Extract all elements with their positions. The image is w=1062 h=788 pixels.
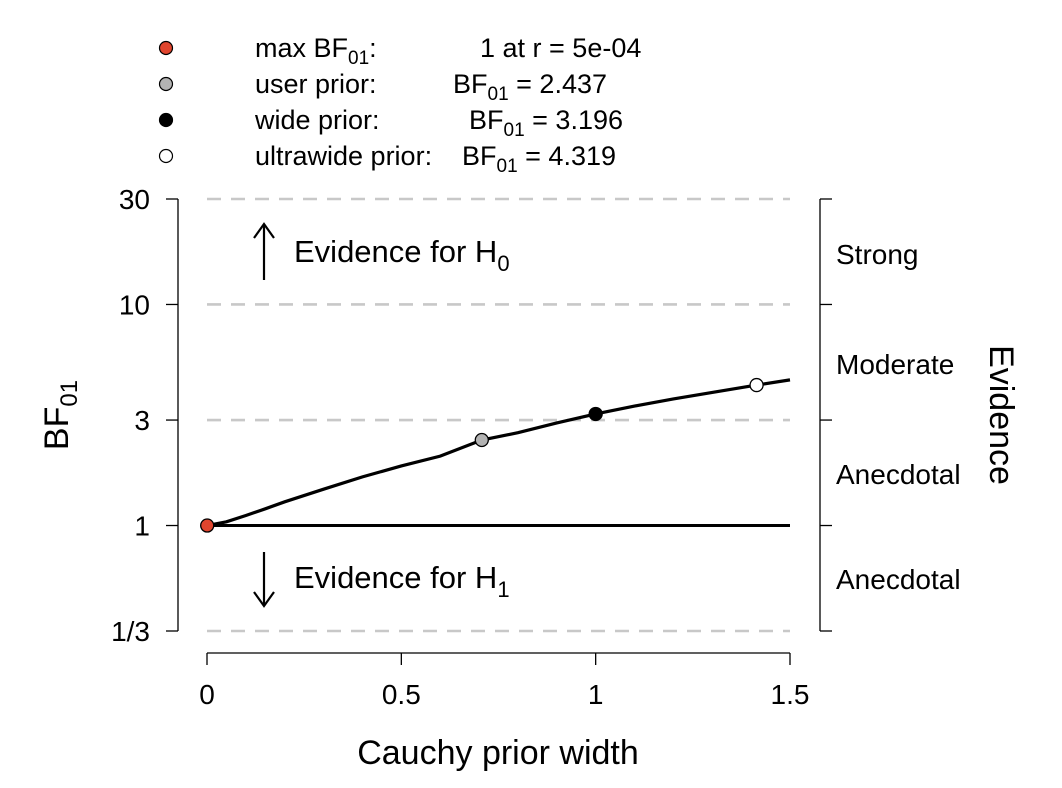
legend-label-max: max BF01:: [255, 33, 377, 69]
legend-value-user: BF01 = 2.437: [453, 69, 607, 105]
annotation-h0: Evidence for H0: [253, 222, 510, 280]
legend-label-ultrawide: ultrawide prior:: [255, 141, 432, 171]
x-tick-label-3: 1.5: [771, 679, 810, 710]
legend-value-wide: BF01 = 3.196: [469, 105, 623, 141]
legend-row-user: user prior: BF01 = 2.437: [158, 69, 607, 105]
up-arrow-icon: [253, 222, 275, 239]
legend-row-wide: wide prior: BF01 = 3.196: [158, 105, 623, 141]
evidence-h1-label: Evidence for H1: [294, 560, 510, 602]
series-line-0: [206, 378, 791, 528]
gridlines: [207, 197, 790, 633]
legend-marker-wide: [158, 112, 174, 128]
x-tick-label-2: 1: [588, 679, 604, 710]
evidence-label-anecdotal-h1: Anecdotal: [836, 564, 961, 595]
y-tick-label-2: 3: [134, 405, 150, 436]
y-tick-label-3: 10: [119, 289, 150, 320]
evidence-label-anecdotal-h0: Anecdotal: [836, 459, 961, 490]
data-point-3: [749, 377, 764, 393]
legend-marker-max: [158, 40, 174, 56]
legend-row-ultrawide: ultrawide prior: BF01 = 4.319: [158, 141, 616, 177]
y-tick-label-1: 1: [134, 511, 150, 542]
legend-marker-user: [158, 76, 174, 92]
annotation-h1: Evidence for H1: [253, 552, 510, 608]
x-tick-label-1: 0.5: [382, 679, 421, 710]
points: [200, 377, 764, 533]
legend-label-max-sub: 01: [348, 48, 369, 69]
y-axis: 1/3 1 3 10 30: [111, 184, 179, 647]
y-tick-label-0: 1/3: [111, 616, 150, 647]
evidence-h0-label: Evidence for H0: [294, 234, 510, 276]
series: [206, 378, 791, 528]
data-point-0: [200, 518, 215, 533]
legend-label-wide: wide prior:: [254, 105, 380, 135]
evidence-axis: [819, 198, 832, 632]
down-arrow-icon: [253, 591, 275, 608]
legend-row-max: max BF01: 1 at r = 5e-04: [158, 33, 641, 69]
evidence-label-moderate: Moderate: [836, 349, 954, 380]
legend-value-max: 1 at r = 5e-04: [480, 33, 641, 63]
legend: max BF01: 1 at r = 5e-04 user prior: BF0…: [158, 33, 641, 177]
legend-value-ultrawide: BF01 = 4.319: [462, 141, 616, 177]
data-point-1: [474, 432, 489, 448]
legend-label-user: user prior:: [255, 69, 377, 99]
y-axis-title: BF01: [38, 380, 83, 450]
x-axis-title: Cauchy prior width: [357, 734, 639, 772]
data-point-2: [588, 406, 603, 422]
evidence-label-strong: Strong: [836, 239, 919, 270]
y-tick-label-4: 30: [119, 184, 150, 215]
x-tick-label-0: 0: [199, 679, 215, 710]
x-axis: 0 0.5 1 1.5: [199, 652, 810, 710]
legend-marker-ultrawide: [158, 148, 174, 164]
evidence-axis-title: Evidence: [982, 345, 1020, 485]
